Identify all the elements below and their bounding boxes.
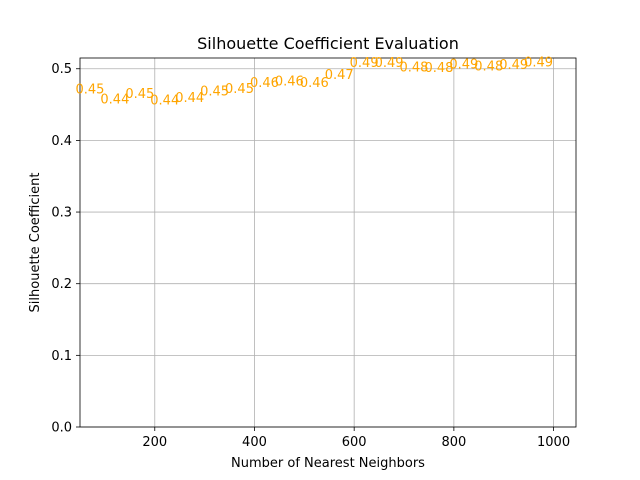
data-point-label: 0.45 (225, 82, 254, 97)
x-tick-label: 200 (142, 435, 167, 450)
y-axis-label: Silhouette Coefficient (28, 173, 43, 313)
x-tick-label: 800 (441, 435, 466, 450)
x-tick-label: 600 (342, 435, 367, 450)
data-point-label: 0.49 (499, 58, 528, 73)
data-point-label: 0.46 (300, 76, 329, 91)
data-point-label: 0.47 (325, 68, 354, 83)
data-point-label: 0.46 (250, 76, 279, 91)
data-point-label: 0.45 (75, 83, 104, 98)
y-tick-label: 0.1 (51, 349, 72, 364)
data-labels: 0.450.440.450.440.440.450.450.460.460.46… (75, 55, 553, 108)
y-tick-label: 0.5 (51, 62, 72, 77)
data-point-label: 0.45 (200, 85, 229, 100)
axes: 200 400 600 800 1000 0.0 0.1 0.2 0.3 0.4 0.5 (51, 57, 577, 450)
data-point-label: 0.49 (524, 55, 553, 70)
data-point-label: 0.44 (100, 93, 129, 108)
data-point-label: 0.48 (474, 60, 503, 75)
plot-frame (79, 57, 577, 428)
data-point-label: 0.49 (449, 57, 478, 72)
data-point-label: 0.49 (375, 56, 404, 71)
x-axis-label: Number of Nearest Neighbors (231, 456, 425, 471)
chart-title: Silhouette Coefficient Evaluation (197, 34, 459, 53)
data-point-label: 0.44 (150, 93, 179, 108)
data-point-label: 0.49 (350, 56, 379, 71)
data-point-label: 0.48 (400, 60, 429, 75)
y-tick-label: 0.3 (51, 206, 72, 221)
x-tick-label: 400 (242, 435, 267, 450)
data-point-label: 0.46 (275, 75, 304, 90)
y-tick-label: 0.0 (51, 421, 72, 436)
x-tick-label: 1000 (537, 435, 570, 450)
data-point-label: 0.45 (125, 87, 154, 102)
data-point-label: 0.44 (175, 91, 204, 106)
data-point-label: 0.48 (424, 61, 453, 76)
grid-lines (80, 58, 576, 428)
y-tick-label: 0.4 (51, 134, 72, 149)
y-tick-label: 0.2 (51, 277, 72, 292)
